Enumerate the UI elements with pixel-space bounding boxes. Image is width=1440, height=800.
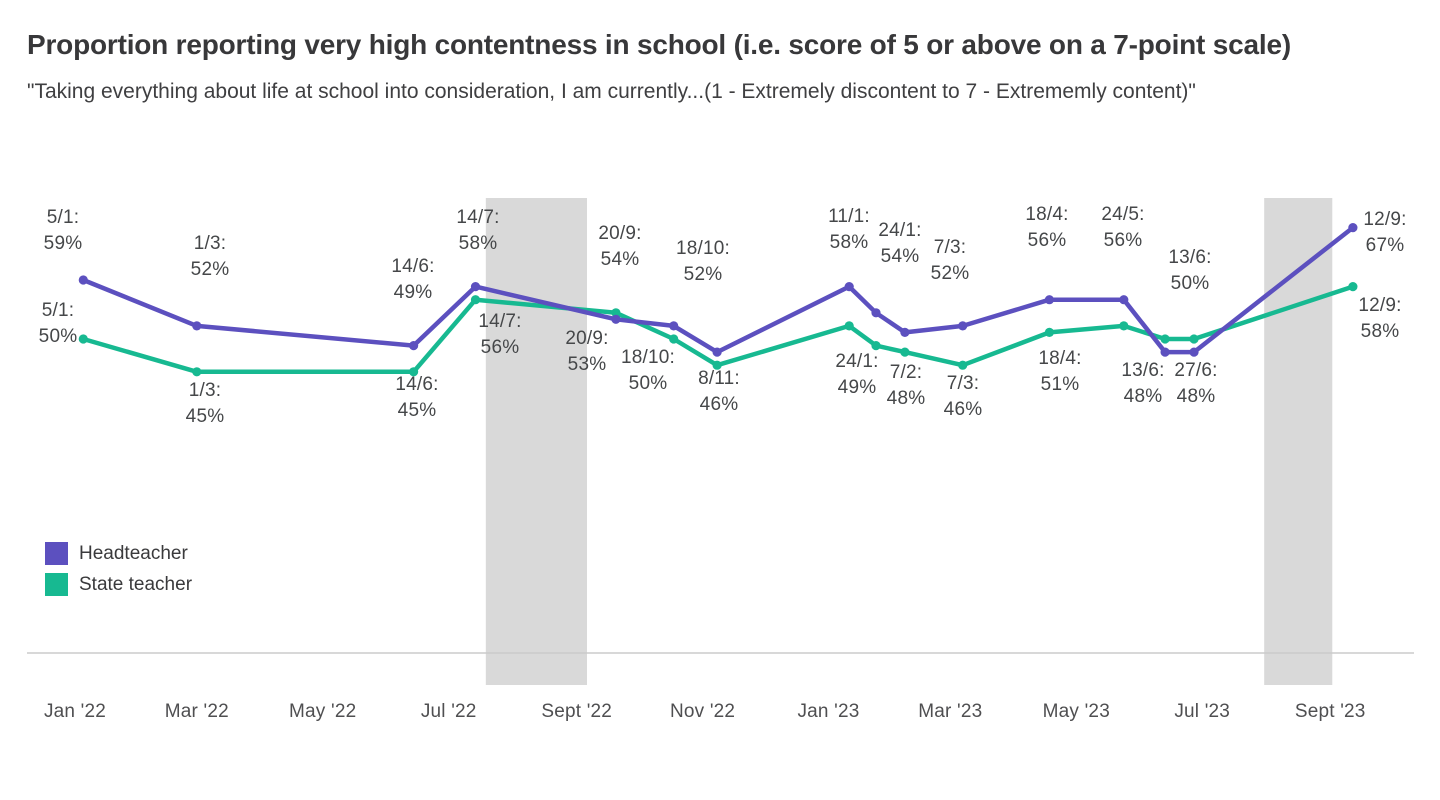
data-label-headteacher: 27/6: 48% — [1174, 360, 1217, 407]
data-point-headteacher — [844, 282, 854, 292]
data-label-state-teacher: 8/11: 46% — [698, 368, 740, 415]
data-label-headteacher: 13/6: 48% — [1121, 360, 1164, 407]
data-point-headteacher — [1044, 295, 1054, 305]
data-label-headteacher: 1/3: 52% — [191, 233, 230, 280]
legend-item-headteacher: Headteacher — [45, 542, 192, 565]
data-point-state-teacher — [712, 360, 722, 370]
data-label-state-teacher: 7/3: 46% — [944, 373, 983, 420]
x-tick-label: Jul '22 — [421, 701, 477, 722]
legend-label-headteacher: Headteacher — [79, 542, 188, 564]
data-label-state-teacher: 12/9: 58% — [1358, 295, 1401, 342]
line-chart: Jan '22 Mar '22 May '22 Jul '22 Sept '22 Nov … — [0, 190, 1440, 800]
data-label-headteacher: 7/3: 52% — [931, 237, 970, 284]
data-point-headteacher — [712, 347, 722, 357]
x-tick-label: Jan '23 — [797, 701, 859, 722]
data-point-state-teacher — [844, 321, 854, 331]
data-label-state-teacher: 18/4: 51% — [1038, 348, 1081, 395]
data-point-state-teacher — [470, 295, 481, 305]
data-label-headteacher: 11/1: 58% — [828, 206, 870, 253]
data-point-headteacher — [669, 321, 679, 331]
data-point-state-teacher — [1189, 334, 1199, 344]
data-label-state-teacher: 5/1: 50% — [39, 300, 78, 347]
data-label-state-teacher: 14/6: 45% — [395, 374, 438, 421]
series-line-state-teacher — [81, 284, 1356, 375]
data-point-headteacher — [78, 275, 88, 285]
x-tick-label: May '22 — [289, 701, 356, 722]
data-point-state-teacher — [669, 334, 679, 344]
data-point-state-teacher — [1160, 334, 1170, 344]
data-label-state-teacher: 14/7: 56% — [478, 311, 521, 358]
data-point-state-teacher — [409, 367, 419, 377]
legend-swatch-headteacher — [45, 542, 68, 565]
holiday-band — [1264, 198, 1333, 685]
data-point-headteacher — [1189, 347, 1199, 357]
series-line-headteacher — [81, 225, 1356, 355]
legend-swatch-state-teacher — [45, 573, 68, 596]
data-point-state-teacher — [1119, 321, 1129, 331]
data-point-state-teacher — [611, 308, 621, 318]
legend-item-state-teacher: State teacher — [45, 573, 192, 596]
data-point-headteacher — [900, 327, 910, 337]
data-label-state-teacher: 18/10: 50% — [621, 347, 675, 394]
data-label-headteacher: 14/6: 49% — [391, 256, 434, 303]
data-point-state-teacher — [900, 347, 910, 357]
page-header: Proportion reporting very high contentne… — [27, 24, 1425, 110]
data-point-headteacher — [1119, 295, 1129, 305]
chart-legend: Headteacher State teacher — [45, 542, 192, 596]
data-label-headteacher: 5/1: 59% — [44, 207, 83, 254]
x-tick-label: Mar '22 — [165, 701, 229, 722]
x-tick-label: Jul '23 — [1174, 701, 1230, 722]
data-label-headteacher: 18/10: 52% — [676, 238, 730, 285]
chart-subtitle: "Taking everything about life at school … — [27, 80, 1196, 103]
data-point-state-teacher — [78, 334, 88, 344]
data-label-headteacher: 18/4: 56% — [1025, 204, 1068, 251]
data-point-state-teacher — [1044, 327, 1054, 337]
holiday-band — [485, 198, 587, 685]
data-label-headteacher: 12/9: 67% — [1363, 209, 1406, 256]
x-tick-label: Sept '23 — [1295, 701, 1366, 722]
data-label-headteacher: 24/5: 56% — [1101, 204, 1144, 251]
data-label-state-teacher: 7/2: 48% — [887, 362, 926, 409]
chart-canvas: Jan '22 Mar '22 May '22 Jul '22 Sept '22 Nov … — [27, 198, 1414, 722]
data-point-headteacher — [871, 308, 881, 318]
data-label-state-teacher: 24/1: 49% — [835, 351, 878, 398]
data-point-headteacher — [611, 314, 621, 324]
data-label-state-teacher: 20/9: 54% — [598, 223, 641, 270]
x-tick-label: Sept '22 — [541, 701, 612, 722]
data-point-headteacher — [192, 321, 202, 331]
x-tick-label: Jan '22 — [44, 701, 106, 722]
data-label-headteacher: 24/1: 54% — [878, 220, 921, 267]
data-label-state-teacher: 13/6: 50% — [1168, 247, 1211, 294]
data-point-headteacher — [470, 282, 481, 292]
data-point-headteacher — [1348, 223, 1358, 233]
data-point-headteacher — [409, 341, 419, 351]
data-label-headteacher: 20/9: 53% — [565, 328, 608, 375]
data-point-headteacher — [958, 321, 968, 331]
x-tick-label: Nov '22 — [670, 701, 735, 722]
data-point-state-teacher — [871, 341, 881, 351]
data-point-state-teacher — [1348, 282, 1358, 292]
x-tick-label: Mar '23 — [918, 701, 982, 722]
legend-label-state-teacher: State teacher — [79, 573, 193, 595]
x-tick-label: May '23 — [1043, 701, 1110, 722]
data-point-headteacher — [1160, 347, 1170, 357]
data-label-headteacher: 14/7: 58% — [456, 207, 499, 254]
data-label-state-teacher: 1/3: 45% — [186, 380, 225, 427]
data-point-state-teacher — [958, 360, 968, 370]
data-point-state-teacher — [192, 367, 202, 377]
chart-title: Proportion reporting very high contentne… — [27, 29, 1291, 60]
